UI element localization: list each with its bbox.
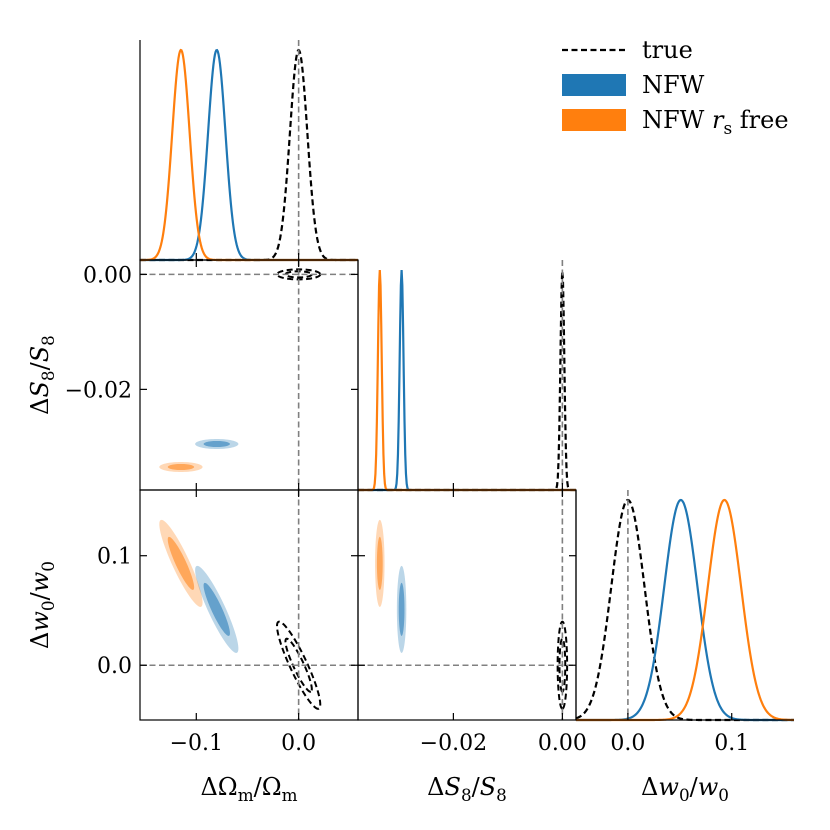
panel-frame-0-2 [139, 489, 359, 721]
panel-axis-1-1 [357, 260, 576, 491]
label-part: Δ [427, 773, 444, 801]
label-part: 8 [496, 785, 507, 805]
contour-dOm-dw0-NFW-rs-free-68 [167, 536, 195, 590]
x-tick-label-dw0: 0.1 [714, 731, 749, 756]
legend-swatch-NFW-rs-free [562, 109, 626, 131]
panel-lines-dOm-dw0 [140, 490, 358, 720]
label-part: 0 [679, 785, 690, 805]
y-tick-label-dS8: −0.02 [65, 378, 132, 403]
panel-fills-dS8-dw0 [375, 519, 407, 653]
x-tick-label-dOm: 0.0 [281, 731, 316, 756]
y-axis-label-dw0: Δw0/w0 [26, 561, 58, 649]
label-part: 8 [38, 335, 58, 346]
contour-dS8-dw0-true-95 [556, 620, 569, 710]
legend-text: s [723, 119, 732, 139]
contour-dS8-dw0-true-68 [558, 637, 567, 693]
contour-dOm-dS8-NFW-rs-free-68 [167, 463, 195, 471]
label-part: / [26, 361, 54, 370]
label-part: m [238, 785, 254, 805]
panel-frame-0-1 [139, 259, 359, 491]
marginal-dOm-NFW-rs-free [140, 48, 358, 262]
x-axis-label-dS8: ΔS8/S8 [427, 773, 507, 805]
panel-fills-dOm-dS8 [159, 439, 239, 472]
label-part: w [698, 773, 719, 801]
x-tick-label-dOm: −0.1 [170, 731, 223, 756]
y-tick-label-dw0: 0.0 [97, 654, 132, 679]
label-part: w [26, 571, 54, 592]
contour-dOm-dS8-NFW-68 [203, 440, 230, 448]
label-part: Ω [262, 773, 282, 801]
legend-label-1: NFW [642, 71, 705, 99]
marginal-dS8-NFW [358, 269, 576, 492]
filled-contours-layer [159, 439, 407, 653]
contour-dOm-dS8-true-68 [284, 270, 313, 279]
contour-dOm-dS8-true-95 [275, 268, 322, 281]
x-axis-label-dOm: ΔΩm/Ωm [200, 773, 297, 805]
label-part: w [26, 611, 54, 632]
lines-layer [140, 40, 795, 722]
contour-dOm-dw0-NFW-68 [203, 582, 230, 636]
marginal-dOm-true [140, 48, 358, 262]
label-part: 8 [38, 370, 58, 381]
x-tick-label-dS8: 0.00 [538, 731, 587, 756]
panel-lines-dS8-dw0 [358, 490, 576, 720]
label-part: Δ [200, 773, 217, 801]
contour-dS8-dw0-NFW-68 [398, 582, 405, 636]
panel-axis-2-2 [575, 490, 794, 721]
label-part: S [480, 773, 496, 801]
legend-text: free [732, 106, 788, 134]
legend-swatch-NFW [562, 74, 626, 96]
label-part: / [690, 773, 699, 801]
y-tick-label-dS8: 0.00 [83, 263, 132, 288]
label-part: 8 [461, 785, 472, 805]
label-part: Ω [218, 773, 238, 801]
x-tick-label-dS8: −0.02 [420, 731, 487, 756]
x-tick-label-dw0: 0.0 [610, 731, 645, 756]
label-part: Δ [26, 398, 54, 415]
y-tick-label-dw0: 0.1 [97, 545, 132, 570]
legend-label-2: NFW rs free [642, 106, 789, 139]
panel-fills-dOm-dw0 [159, 519, 239, 653]
panel-axis-0-0 [139, 40, 358, 261]
legend-text: NFW [642, 106, 712, 134]
label-part: S [444, 773, 460, 801]
legend-text: r [712, 106, 725, 134]
panel-frame-1-2 [357, 489, 577, 721]
label-part: 0 [38, 600, 58, 611]
contour-dS8-dw0-NFW-rs-free-68 [376, 536, 383, 590]
y-axis-label-dS8: ΔS8/S8 [26, 335, 58, 415]
label-part: / [472, 773, 481, 801]
marginal-dw0-true [575, 498, 794, 722]
label-part: Δ [641, 773, 658, 801]
label-part: S [26, 381, 54, 397]
label-part: m [282, 785, 298, 805]
label-part: 0 [718, 785, 729, 805]
axes-layer [139, 40, 794, 721]
label-part: / [26, 591, 54, 600]
label-part: w [658, 773, 679, 801]
x-axis-label-dw0: Δw0/w0 [641, 773, 729, 805]
marginal-dS8-NFW-rs-free [358, 269, 576, 492]
contour-dOm-dw0-true-95 [276, 620, 322, 710]
legend-label-0: true [642, 36, 693, 64]
label-part: S [26, 346, 54, 362]
marginal-dOm-NFW [140, 48, 358, 262]
label-part: / [254, 773, 263, 801]
label-part: Δ [26, 632, 54, 649]
marginal-dS8-true [358, 270, 576, 492]
label-part: 0 [38, 561, 58, 572]
panel-lines-dOm-dS8 [140, 260, 358, 490]
contour-dOm-dw0-true-68 [284, 637, 313, 693]
